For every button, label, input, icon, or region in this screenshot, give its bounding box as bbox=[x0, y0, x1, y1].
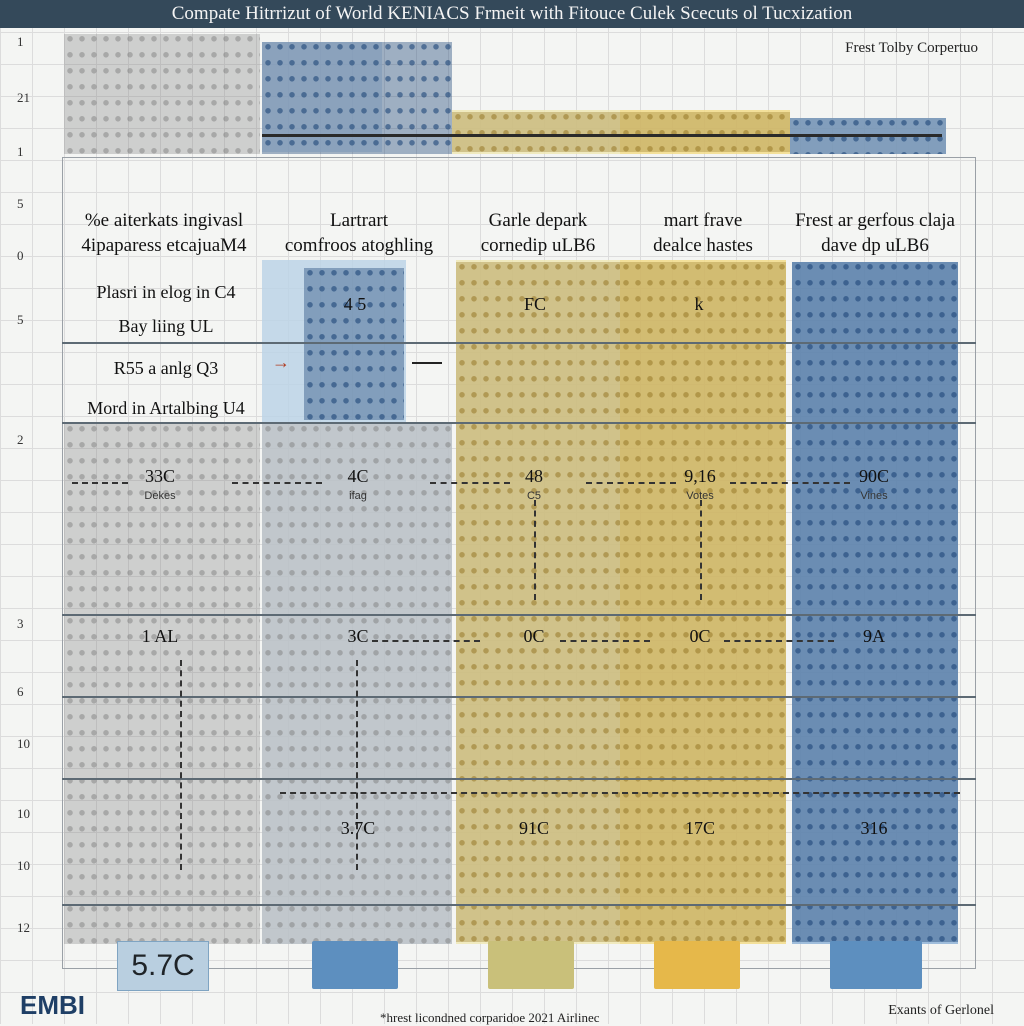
cell-value: 17C bbox=[684, 818, 715, 838]
row-label: Plasri in elog in C4 bbox=[96, 282, 236, 302]
footer-source: Exants of Gerlonel bbox=[888, 1003, 994, 1018]
figure-pattern bbox=[792, 262, 958, 942]
temperature-badge: 5.7C bbox=[117, 941, 209, 991]
cell-value: 316 bbox=[860, 818, 888, 838]
dashed-connector bbox=[586, 482, 676, 484]
cell-value: 9,16 bbox=[684, 466, 716, 486]
column-chip bbox=[654, 941, 740, 989]
dashed-connector bbox=[180, 660, 182, 870]
column-header-line: 4ipaparess etcajuaM4 bbox=[81, 235, 247, 256]
dashed-connector bbox=[372, 640, 480, 642]
column-header-line: Lartrart bbox=[329, 210, 388, 231]
page-title: Compate Hitrrizut of World KENIACS Frmei… bbox=[0, 0, 1024, 28]
axis-number: 1 bbox=[17, 144, 24, 159]
dashed-connector bbox=[430, 482, 510, 484]
column-chip bbox=[488, 941, 574, 989]
column-header: Lartrart comfroos atoghling bbox=[262, 208, 456, 258]
column-chip bbox=[312, 941, 398, 989]
axis-number: 5 bbox=[17, 196, 24, 211]
axis-number: 6 bbox=[17, 684, 24, 699]
dashed-connector bbox=[232, 482, 322, 484]
cell-value: 48 bbox=[525, 466, 543, 486]
column-header-line: dave dp uLB6 bbox=[821, 235, 929, 256]
cell-value: 91C bbox=[518, 818, 549, 838]
figure-pattern-strip bbox=[262, 42, 452, 154]
column-header-line: Frest ar gerfous claja bbox=[795, 210, 955, 231]
column-header-line: dealce hastes bbox=[653, 235, 753, 256]
dashed-connector bbox=[724, 640, 834, 642]
dashed-connector bbox=[730, 482, 850, 484]
cell-subtitle: Dekes bbox=[144, 490, 176, 502]
dashed-connector bbox=[534, 500, 536, 600]
cell-value: 33C bbox=[144, 466, 175, 486]
dash-marker bbox=[412, 362, 442, 364]
figure-pattern bbox=[304, 268, 404, 420]
column-header-line: comfroos atoghling bbox=[284, 235, 434, 256]
cell-value: k bbox=[694, 294, 704, 314]
axis-number: 3 bbox=[17, 616, 24, 631]
dashed-connector bbox=[356, 660, 358, 870]
cell-value: 90C bbox=[858, 466, 889, 486]
cell-value: 3C bbox=[347, 626, 369, 646]
arrow-icon: → bbox=[272, 352, 290, 372]
axis-number: 10 bbox=[17, 806, 30, 821]
cell-subtitle: C5 bbox=[526, 490, 542, 502]
cell-value: 0C bbox=[523, 626, 545, 646]
column-header: Garle depark cornedip uLB6 bbox=[456, 208, 620, 258]
figure-pattern bbox=[620, 262, 786, 942]
cell-subtitle: Votes bbox=[686, 490, 714, 502]
axis-number: 10 bbox=[17, 736, 30, 751]
footer-copyright: *hrest licondned corparidoe 2021 Airline… bbox=[380, 1010, 600, 1025]
page-subtitle: Frest Tolby Corpertuo bbox=[845, 40, 978, 56]
cell-value: FC bbox=[523, 294, 547, 314]
dashed-connector bbox=[280, 792, 960, 794]
cell-value: 1 AL bbox=[141, 626, 179, 646]
row-divider bbox=[62, 904, 976, 906]
column-chip bbox=[830, 941, 922, 989]
cell-value: 3.7C bbox=[340, 818, 376, 838]
cell-value: 0C bbox=[689, 626, 711, 646]
column-header: %e aiterkats ingivasl 4ipaparess etcajua… bbox=[66, 208, 262, 258]
cell-value: 4C bbox=[347, 466, 369, 486]
axis-number: 2 bbox=[17, 432, 24, 447]
row-label: Bay liing UL bbox=[118, 316, 214, 336]
figure-pattern bbox=[456, 262, 620, 942]
column-header: mart frave dealce hastes bbox=[620, 208, 786, 258]
figure-pattern-strip bbox=[452, 112, 790, 152]
axis-number: 21 bbox=[17, 90, 30, 105]
row-divider bbox=[62, 696, 976, 698]
dashed-connector bbox=[560, 640, 650, 642]
cell-subtitle: Vines bbox=[860, 490, 888, 502]
row-divider bbox=[62, 778, 976, 780]
column-header-line: mart frave bbox=[663, 210, 743, 231]
row-divider bbox=[62, 422, 976, 424]
cell-subtitle: ifag bbox=[349, 490, 367, 502]
row-label: Mord in Artalbing U4 bbox=[87, 398, 245, 418]
brand-logo: EMBI bbox=[20, 990, 85, 1020]
column-header: Frest ar gerfous claja dave dp uLB6 bbox=[780, 208, 970, 258]
axis-number: 1 bbox=[17, 34, 24, 49]
dashed-connector bbox=[700, 500, 702, 600]
cell-value: 4 5 bbox=[343, 294, 367, 314]
row-divider bbox=[62, 342, 976, 344]
axis-number: 10 bbox=[17, 858, 30, 873]
column-header-line: Garle depark bbox=[488, 210, 588, 231]
column-header-line: %e aiterkats ingivasl bbox=[84, 210, 244, 231]
axis-number: 5 bbox=[17, 312, 24, 327]
axis-number: 0 bbox=[17, 248, 24, 263]
figure-pattern bbox=[64, 424, 260, 944]
row-label: R55 a anlg Q3 bbox=[113, 358, 219, 378]
figure-pattern-strip bbox=[64, 34, 260, 154]
divider-line bbox=[262, 134, 942, 137]
axis-number: 12 bbox=[17, 920, 30, 935]
row-divider bbox=[62, 614, 976, 616]
dashed-connector bbox=[72, 482, 128, 484]
cell-value: 9A bbox=[863, 626, 885, 646]
column-header-line: cornedip uLB6 bbox=[480, 235, 596, 256]
